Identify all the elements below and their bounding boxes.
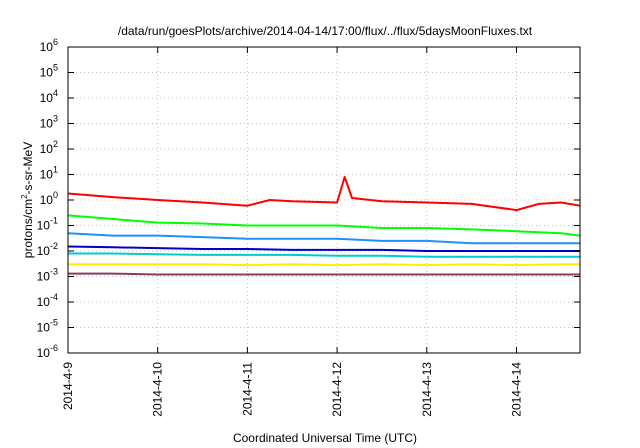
y-tick-label-base: 10 (37, 295, 51, 309)
series-line (67, 232, 580, 245)
y-tick-label-base: 10 (37, 244, 51, 258)
y-tick-label-base: 10 (37, 219, 51, 233)
x-axis-label: Coordinated Universal Time (UTC) (233, 431, 417, 445)
y-tick-label-exp: -1 (50, 216, 58, 226)
y-tick-label-exp: -2 (50, 241, 58, 251)
y-tick-label-exp: -6 (50, 343, 58, 353)
series-line (67, 176, 581, 212)
y-tick-label-base: 10 (40, 142, 54, 156)
y-tick-label-base: 10 (40, 91, 54, 105)
y-axis-label: protons/cm2-s-sr-MeV (20, 142, 35, 258)
series-line (68, 263, 580, 267)
y-tick-label: 104 (40, 88, 58, 105)
x-tick-label: 2014-4-12 (330, 362, 344, 417)
y-tick-label-base: 10 (40, 40, 54, 54)
chart-title: /data/run/goesPlots/archive/2014-04-14/1… (118, 24, 533, 38)
y-tick-label-exp: -4 (50, 292, 58, 302)
y-axis: 10-610-510-410-310-210-11001011021031041… (37, 37, 580, 360)
x-tick-label: 2014-4-9 (61, 362, 75, 410)
y-tick-label-base: 10 (37, 270, 51, 284)
x-axis: 2014-4-9 2014-4-10 2014-4-11 2014-4-12 2014-… (61, 47, 523, 417)
y-tick-label: 10-3 (37, 267, 58, 284)
y-tick-label-base: 10 (40, 117, 54, 131)
y-tick-label-exp: 5 (53, 63, 58, 73)
y-tick-label-base: 10 (40, 66, 54, 80)
y-tick-label: 100 (40, 190, 58, 207)
y-tick-label-base: 10 (37, 321, 51, 335)
y-tick-label: 10-5 (37, 318, 58, 335)
x-tick-label: 2014-4-10 (151, 362, 165, 417)
y-tick-label-exp: 1 (53, 165, 58, 175)
x-tick-label: 2014-4-14 (509, 362, 523, 417)
y-tick-label: 10-1 (37, 216, 58, 233)
y-tick-label-exp: 0 (53, 190, 58, 200)
y-tick-label-exp: 6 (53, 37, 58, 47)
y-tick-label: 102 (40, 139, 58, 156)
y-tick-label: 106 (40, 37, 58, 54)
y-tick-label: 10-4 (37, 292, 58, 309)
y-tick-label-base: 10 (40, 193, 54, 207)
y-tick-label-base: 10 (37, 346, 51, 360)
series-line (67, 245, 580, 252)
series-line (68, 272, 580, 276)
y-tick-label-exp: -3 (50, 267, 58, 277)
y-tick-label: 103 (40, 114, 58, 131)
y-tick-label: 10-2 (37, 241, 58, 258)
x-tick-label: 2014-4-13 (420, 362, 434, 417)
x-tick-label: 2014-4-11 (240, 362, 254, 416)
y-axis-label-sup: 2 (20, 194, 29, 199)
y-tick-label: 105 (40, 63, 58, 80)
y-tick-label-exp: 3 (53, 114, 58, 124)
y-tick-label-exp: 4 (53, 88, 58, 98)
y-axis-label-rest: -s-sr-MeV (21, 142, 35, 195)
series-layer (67, 176, 581, 276)
series-line (67, 214, 581, 237)
y-tick-label-exp: -5 (50, 318, 58, 328)
y-tick-label: 10-6 (37, 343, 58, 360)
y-tick-label-base: 10 (40, 168, 54, 182)
series-line (68, 252, 580, 258)
y-tick-label-exp: 2 (53, 139, 58, 149)
y-axis-label-base: protons/cm (21, 199, 35, 258)
y-tick-label: 101 (40, 165, 58, 182)
